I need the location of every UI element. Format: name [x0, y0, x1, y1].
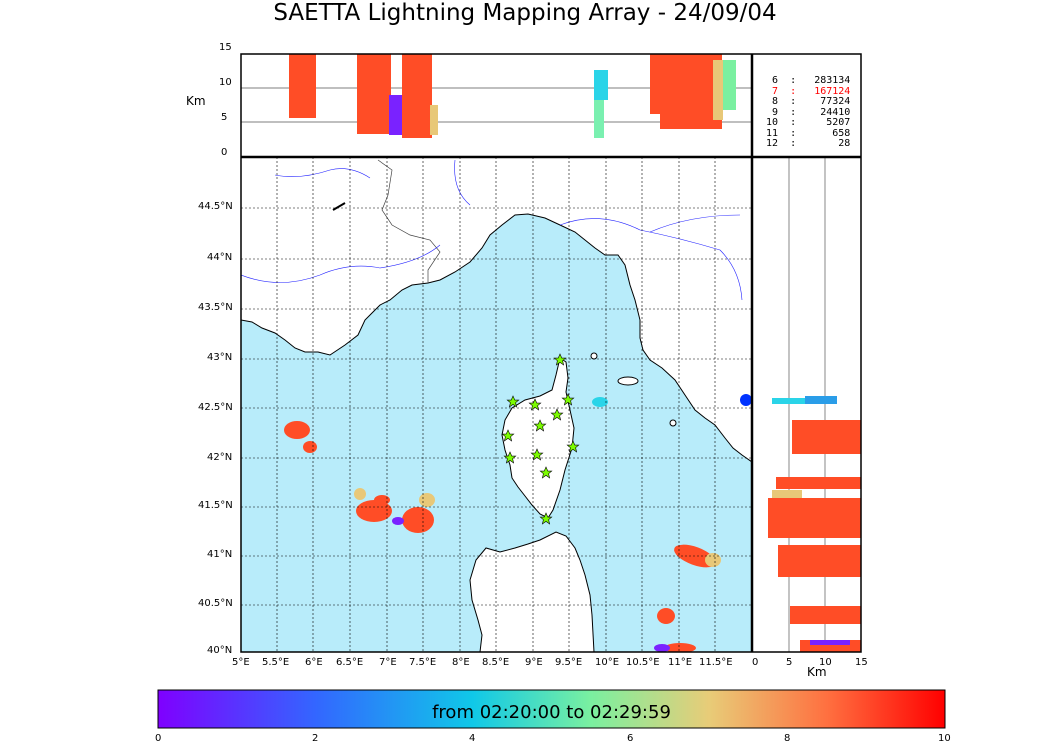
station-count-row: 8 : 77324 — [760, 96, 851, 107]
station-count-stations: 12 — [760, 138, 779, 149]
lat-tick: 40.5°N — [198, 598, 233, 609]
station-count-row: 11 : 658 — [760, 127, 851, 139]
star-icon — [566, 440, 580, 453]
station-count-value: 77324 — [808, 96, 851, 107]
side-altitude-panel — [752, 157, 861, 652]
lma-stations — [501, 353, 580, 525]
lon-tick: 5.5°E — [262, 657, 290, 668]
top-alt-tick: 0 — [221, 147, 228, 158]
lat-tick: 42°N — [207, 452, 233, 463]
station-count-value: 283134 — [808, 75, 851, 86]
colorbar-label: from 02:20:00 to 02:29:59 — [432, 702, 671, 723]
lon-tick: 7°E — [379, 657, 397, 668]
capraia-island — [590, 352, 598, 360]
lon-tick: 6.5°E — [336, 657, 364, 668]
top-alt-tick: 5 — [221, 112, 228, 123]
country-border — [377, 159, 441, 283]
star-icon — [506, 395, 520, 408]
mainland — [241, 157, 752, 463]
star-icon — [550, 408, 564, 421]
lat-tick: 41°N — [207, 549, 233, 560]
lon-tick: 8.5°E — [482, 657, 510, 668]
corsica-island — [501, 357, 575, 519]
station-count-stations: 10 — [760, 117, 779, 128]
station-count-stations: 11 — [760, 127, 779, 139]
map-title: SAETTA Lightning Mapping Array - 24/09/0… — [273, 0, 777, 26]
station-count-row: 12 : 28 — [760, 138, 851, 149]
star-icon — [539, 466, 553, 479]
star-icon — [528, 398, 542, 411]
colorbar-tick: 0 — [155, 733, 162, 744]
map-panel — [241, 157, 752, 652]
colorbar-tick: 6 — [627, 733, 634, 744]
lightning-sources-altitude-lon — [289, 54, 736, 138]
side-alt-tick: 10 — [819, 657, 832, 668]
lon-tick: 7.5°E — [409, 657, 437, 668]
star-icon — [530, 448, 544, 461]
station-count-value: 28 — [808, 138, 851, 149]
star-icon — [553, 353, 567, 366]
elba-island — [617, 376, 639, 386]
station-count-stations: 8 — [760, 96, 779, 107]
star-icon — [501, 429, 515, 442]
colorbar-tick: 2 — [312, 733, 319, 744]
star-icon — [503, 451, 517, 464]
station-count-stations: 7 — [760, 85, 779, 97]
lat-tick: 43.5°N — [198, 302, 233, 313]
station-count-row: 9 : 24410 — [760, 106, 851, 118]
figure-frame — [240, 53, 862, 653]
map-grid — [241, 157, 752, 652]
side-alt-tick: 0 — [752, 657, 759, 668]
lon-tick: 9°E — [525, 657, 543, 668]
station-count-stations: 9 — [760, 106, 779, 118]
lon-tick: 11°E — [668, 657, 693, 668]
lon-tick: 11.5°E — [699, 657, 733, 668]
station-count-value: 658 — [808, 127, 851, 139]
top-alt-tick: 10 — [219, 77, 232, 88]
station-count-value: 5207 — [808, 117, 851, 128]
lon-tick: 9.5°E — [555, 657, 583, 668]
lat-tick: 44°N — [207, 252, 233, 263]
lon-tick: 8°E — [452, 657, 470, 668]
station-count-row: 10 : 5207 — [760, 117, 851, 128]
lat-tick: 44.5°N — [198, 201, 233, 212]
station-count-row: 6 : 283134 — [760, 75, 851, 86]
lon-tick: 5°E — [232, 657, 250, 668]
lake — [332, 202, 346, 211]
lat-tick: 41.5°N — [198, 500, 233, 511]
lat-tick: 40°N — [207, 645, 233, 656]
side-alt-unit: Km — [807, 665, 827, 679]
giglio-island — [669, 419, 677, 427]
station-count-row: 7 : 167124 — [760, 85, 851, 97]
lat-tick: 43°N — [207, 352, 233, 363]
station-count-stations: 6 — [760, 75, 779, 86]
lightning-sources-lat-altitude — [768, 396, 861, 652]
top-alt-tick: 15 — [219, 42, 232, 53]
colorbar — [157, 689, 946, 729]
top-altitude-panel — [241, 54, 752, 157]
lon-tick: 10°E — [595, 657, 620, 668]
station-count-value: 167124 — [808, 85, 851, 97]
star-icon — [533, 419, 547, 432]
rivers — [241, 159, 743, 301]
lon-tick: 6°E — [305, 657, 323, 668]
side-alt-tick: 5 — [786, 657, 793, 668]
colorbar-tick: 10 — [938, 733, 951, 744]
lat-tick: 42.5°N — [198, 402, 233, 413]
colorbar-tick: 8 — [784, 733, 791, 744]
bolsena-lake — [740, 394, 752, 406]
station-count-table: 6 : 283134 7 : 167124 8 : 77324 9 : 2441… — [760, 75, 851, 150]
top-alt-unit: Km — [186, 94, 206, 108]
station-count-value: 24410 — [808, 106, 851, 118]
colorbar-tick: 4 — [469, 733, 476, 744]
sardinia-island — [469, 531, 595, 652]
star-icon — [561, 393, 575, 406]
star-icon — [539, 512, 553, 525]
side-alt-tick: 15 — [855, 657, 868, 668]
lon-tick: 10.5°E — [626, 657, 660, 668]
